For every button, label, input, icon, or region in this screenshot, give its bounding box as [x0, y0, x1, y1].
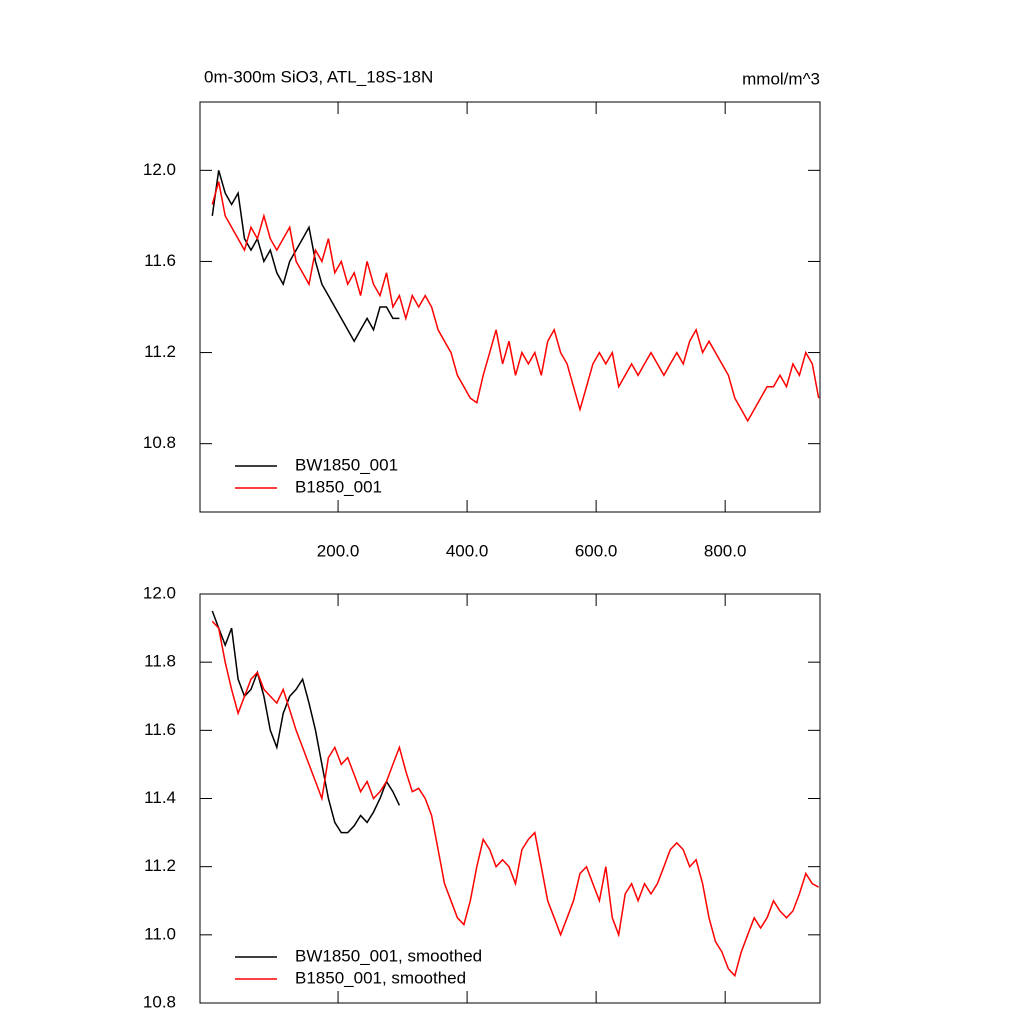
legend-label: B1850_001, smoothed: [295, 968, 466, 987]
legend-label: BW1850_001, smoothed: [295, 946, 482, 965]
x-tick-label: 200.0: [317, 541, 360, 560]
data-line: [211, 620, 820, 978]
x-tick-label: 400.0: [446, 541, 489, 560]
chart-title: 0m-300m SiO3, ATL_18S-18N: [204, 67, 433, 86]
y-tick-label: 10.8: [143, 433, 176, 452]
legend-label: BW1850_001: [295, 455, 398, 474]
y-tick-label: 11.2: [144, 342, 176, 361]
x-tick-label: 600.0: [575, 541, 618, 560]
data-line: [211, 181, 820, 423]
y-tick-label: 11.6: [144, 251, 176, 270]
y-tick-label: 11.2: [144, 856, 176, 875]
data-line: [211, 610, 401, 834]
y-tick-label: 10.8: [143, 992, 176, 1011]
x-tick-label: 800.0: [704, 541, 747, 560]
plot-frame: [199, 593, 821, 1004]
plot-frame: [199, 101, 821, 513]
units-label: mmol/m^3: [742, 69, 820, 88]
y-tick-label: 11.8: [144, 652, 176, 671]
data-line: [211, 170, 400, 343]
y-tick-label: 11.4: [144, 788, 176, 807]
y-tick-label: 11.6: [144, 720, 176, 739]
y-tick-label: 11.0: [144, 924, 176, 943]
legend-label: B1850_001: [295, 477, 382, 496]
y-tick-label: 12.0: [143, 583, 176, 602]
y-tick-label: 12.0: [143, 160, 176, 179]
